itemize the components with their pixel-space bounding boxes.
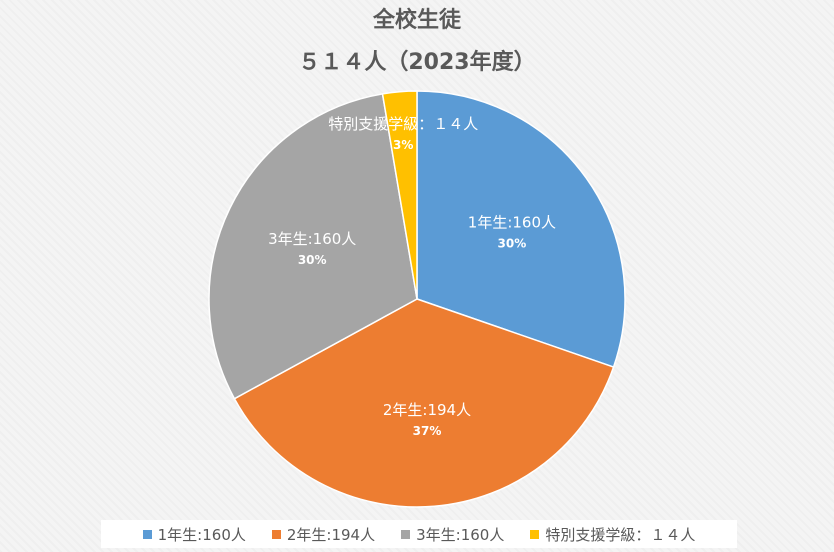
legend-item-4: 特別支援学級：１４人 [530,524,695,545]
pie-slice-label-2: 2年生:194人 [383,401,471,419]
pie-slice-2 [233,298,615,508]
pie-slice-percent-4: 3% [393,138,413,152]
pie-slice-label-3: 3年生:160人 [268,230,356,248]
legend-swatch-1 [142,529,152,539]
legend: 1年生:160人 2年生:194人 3年生:160人 特別支援学級：１４人 [101,520,737,548]
pie-slice-labels: 1年生:160人 30% 2年生:194人 37% 3年生:160人 30% 特別支援学級：… [268,115,556,438]
pie-slice-1 [416,90,626,368]
legend-label-4: 特別支援学級：１４人 [545,525,696,544]
pie-slice-label-1: 1年生:160人 [468,213,556,231]
legend-swatch-2 [271,529,281,539]
legend-item-1: 1年生:160人 [142,524,246,545]
pie-slice-3 [208,93,418,400]
chart-title-line-2: ５１４人（2023年度） [298,49,535,75]
legend-swatch-3 [401,529,411,539]
chart-title-line-1: 全校生徒 [372,7,462,33]
legend-label-3: 3年生:160人 [416,525,505,544]
pie-slice-percent-2: 37% [413,424,442,438]
pie-slice-percent-1: 30% [498,236,527,250]
legend-item-3: 3年生:160人 [401,524,504,545]
pie-slice-label-4: 特別支援学級：１４人 [328,115,478,133]
legend-item-2: 2年生:194人 [271,524,376,545]
pie-slices [208,90,626,508]
legend-label-1: 1年生:160人 [157,525,246,544]
pie-slice-percent-3: 30% [298,253,327,267]
legend-label-2: 2年生:194人 [286,525,376,544]
legend-swatch-4 [530,529,540,539]
pie-slice-4 [381,90,418,300]
